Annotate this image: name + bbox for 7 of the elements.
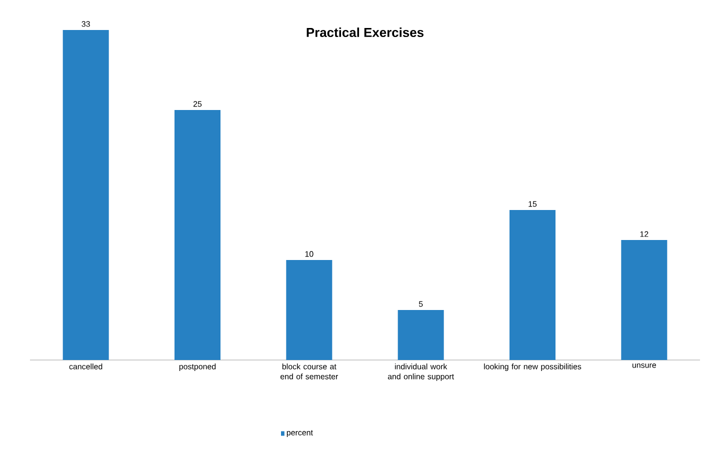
- bar: [62, 30, 109, 360]
- bar: [621, 240, 668, 360]
- bar: [398, 310, 444, 360]
- bar: [510, 210, 556, 360]
- bar: [286, 260, 332, 360]
- chart-title: Practical Exercises: [306, 28, 424, 38]
- bar: [174, 110, 220, 360]
